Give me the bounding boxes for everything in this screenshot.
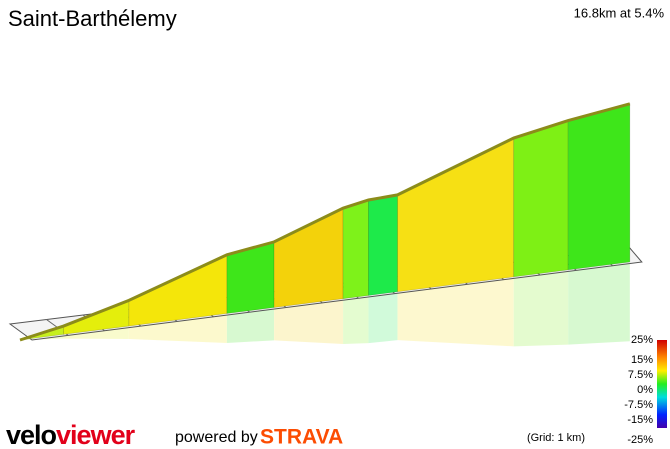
segment-wall	[397, 137, 515, 293]
segment-wall	[513, 120, 569, 278]
colorbar-label: -15%	[627, 414, 653, 426]
colorbar	[657, 340, 667, 428]
segment-reflection	[128, 313, 227, 343]
segment-wall	[128, 254, 228, 327]
segment-reflection	[513, 269, 569, 347]
segment-wall	[342, 199, 369, 300]
logo-velo: velo	[6, 420, 57, 449]
logo: veloviewer	[6, 420, 136, 449]
strava-logo: STRAVA	[260, 426, 343, 449]
logo-viewer: viewer	[56, 420, 136, 449]
segment-reflection	[343, 295, 369, 344]
segment-reflection	[368, 291, 398, 344]
chart-subtitle: 16.8km at 5.4%	[574, 5, 665, 20]
grid-note: (Grid: 1 km)	[527, 432, 585, 444]
colorbar-label: 7.5%	[628, 369, 653, 381]
colorbar-label: 15%	[631, 354, 653, 366]
colorbar-label: -7.5%	[624, 399, 653, 411]
segment-reflection	[226, 307, 275, 343]
colorbar-label: 0%	[637, 384, 653, 396]
segment-reflection	[568, 262, 630, 345]
segment-reflection	[274, 298, 344, 344]
segment-wall	[368, 194, 398, 296]
segment-wall	[273, 207, 344, 308]
chart-title: Saint-Barthélemy	[8, 6, 177, 31]
colorbar-label: 25%	[631, 334, 653, 346]
powered-by: powered by	[175, 429, 258, 446]
segment-wall	[567, 103, 631, 271]
segment-reflection	[397, 276, 514, 347]
reflection	[20, 262, 630, 347]
ridge	[19, 102, 631, 342]
colorbar-label: -25%	[627, 434, 653, 446]
walls	[19, 102, 631, 342]
